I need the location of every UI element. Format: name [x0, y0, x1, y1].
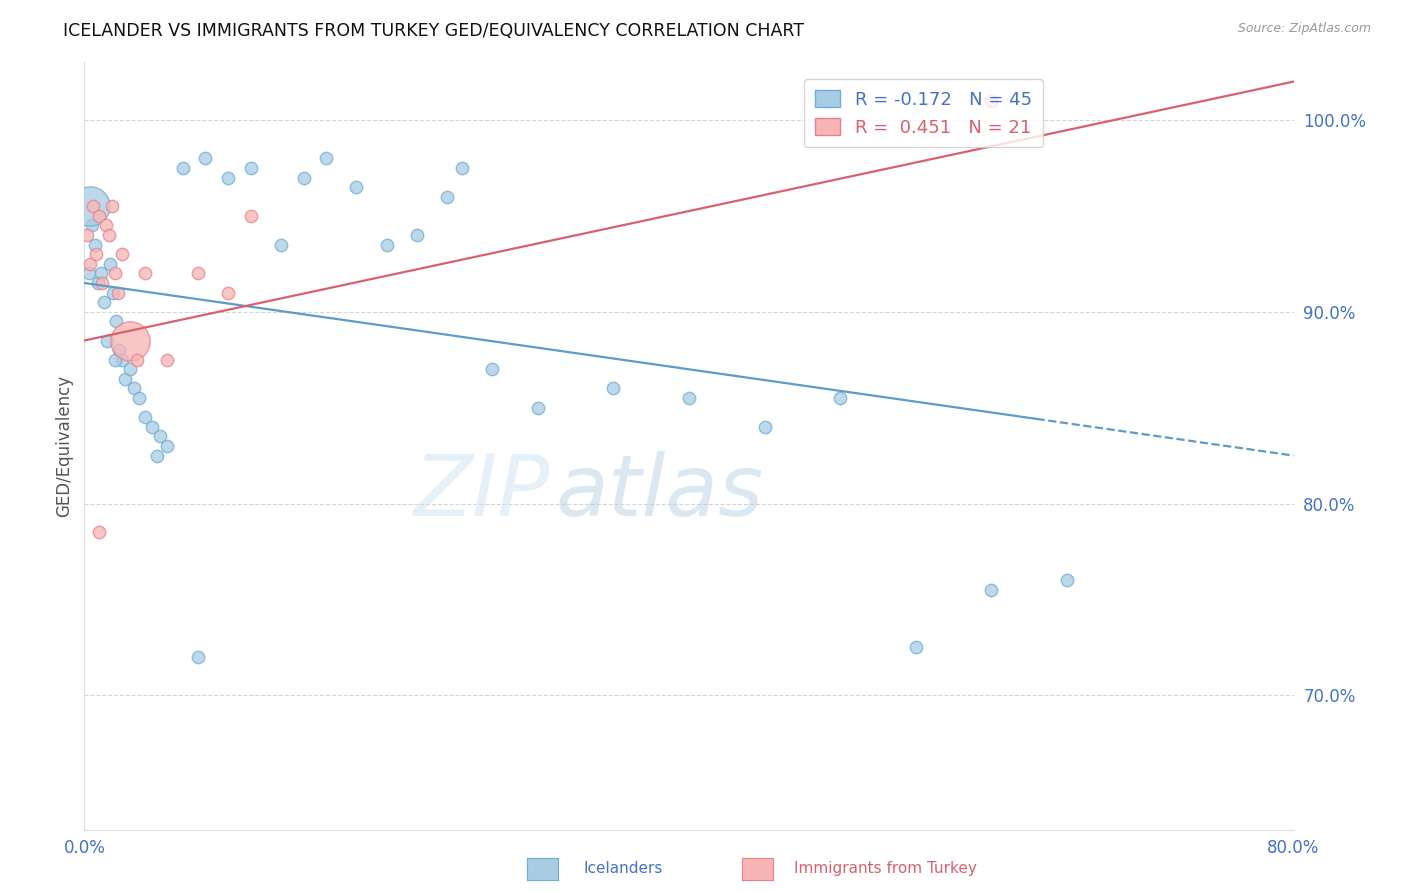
Point [86, 247, 108, 261]
Point [194, 151, 217, 165]
Point [100, 199, 122, 213]
Point [107, 285, 129, 300]
Point [217, 285, 239, 300]
Point [97, 227, 120, 242]
Point [94, 219, 117, 233]
Point [76, 227, 98, 242]
Point [93, 295, 115, 310]
Point [270, 237, 292, 252]
Point [89, 209, 111, 223]
Point [146, 449, 169, 463]
Point [1056, 574, 1078, 588]
Point [375, 237, 398, 252]
Point [527, 401, 550, 415]
Point [346, 180, 368, 194]
Legend: R = -0.172   N = 45, R =  0.451   N = 21: R = -0.172 N = 45, R = 0.451 N = 21 [804, 79, 1043, 147]
Point [84, 237, 107, 252]
Point [79, 199, 101, 213]
Y-axis label: GED/Equivalency: GED/Equivalency [55, 375, 73, 517]
Point [149, 429, 172, 443]
Point [127, 352, 149, 367]
Point [77, 266, 100, 280]
Text: ZIP: ZIP [413, 450, 550, 533]
Point [89, 525, 111, 540]
Text: Source: ZipAtlas.com: Source: ZipAtlas.com [1237, 22, 1371, 36]
Point [239, 209, 262, 223]
Point [104, 266, 127, 280]
Point [105, 314, 128, 328]
Point [980, 582, 1002, 597]
Point [101, 285, 124, 300]
Point [217, 170, 239, 185]
Point [118, 334, 141, 348]
Point [118, 362, 141, 376]
Point [91, 276, 114, 290]
Point [187, 650, 209, 665]
Point [90, 266, 112, 280]
Point [904, 640, 927, 655]
Point [114, 372, 136, 386]
Point [156, 439, 179, 453]
Point [602, 381, 624, 395]
Point [481, 362, 503, 376]
Text: Immigrants from Turkey: Immigrants from Turkey [794, 861, 977, 876]
Text: atlas: atlas [555, 450, 763, 533]
Point [98, 257, 121, 271]
Text: ICELANDER VS IMMIGRANTS FROM TURKEY GED/EQUIVALENCY CORRELATION CHART: ICELANDER VS IMMIGRANTS FROM TURKEY GED/… [63, 22, 804, 40]
Point [96, 334, 118, 348]
Point [239, 161, 262, 175]
Point [980, 94, 1002, 108]
Point [82, 199, 104, 213]
Point [436, 189, 458, 203]
Point [315, 151, 337, 165]
Point [830, 391, 852, 405]
Point [134, 266, 156, 280]
Point [187, 266, 209, 280]
Point [156, 352, 179, 367]
Point [111, 247, 134, 261]
Text: Icelanders: Icelanders [583, 861, 662, 876]
Point [451, 161, 474, 175]
Point [141, 419, 163, 434]
Point [108, 343, 131, 357]
Point [122, 381, 145, 395]
Point [87, 276, 110, 290]
Point [80, 219, 103, 233]
Point [406, 227, 429, 242]
Point [678, 391, 700, 405]
Point [754, 419, 776, 434]
Point [292, 170, 315, 185]
Point [128, 391, 150, 405]
Point [111, 352, 134, 367]
Point [134, 410, 156, 425]
Point [172, 161, 194, 175]
Point [104, 352, 127, 367]
Point [79, 257, 101, 271]
